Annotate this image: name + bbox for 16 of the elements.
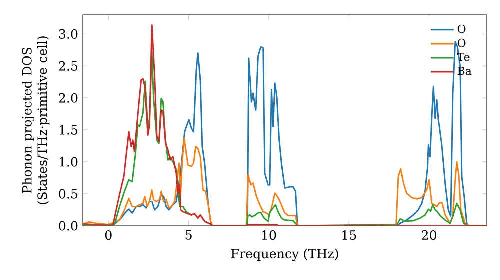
y-tick-label: 2.0 (59, 93, 78, 103)
y-tick-label: 3.0 (59, 29, 78, 39)
x-tick-label: 5 (186, 230, 192, 240)
y-axis-title: Phonon projected DOS (States/THz·primitive cell) (22, 36, 50, 204)
x-tick-label: 20 (422, 230, 436, 240)
y-tick-label: 0.5 (59, 189, 78, 199)
x-axis-title: Frequency (THz) (231, 248, 338, 262)
legend-label: O (458, 38, 466, 48)
x-tick-label: 15 (342, 230, 356, 240)
x-tick-label: 0 (105, 230, 112, 240)
legend-label: O (458, 24, 466, 34)
y-tick-label: 2.5 (59, 61, 78, 71)
y-tick-label: 0.0 (59, 221, 78, 231)
y-tick-label: 1.0 (60, 157, 78, 167)
y-tick-label: 1.5 (60, 125, 78, 135)
x-tick-label: 10 (262, 230, 276, 240)
